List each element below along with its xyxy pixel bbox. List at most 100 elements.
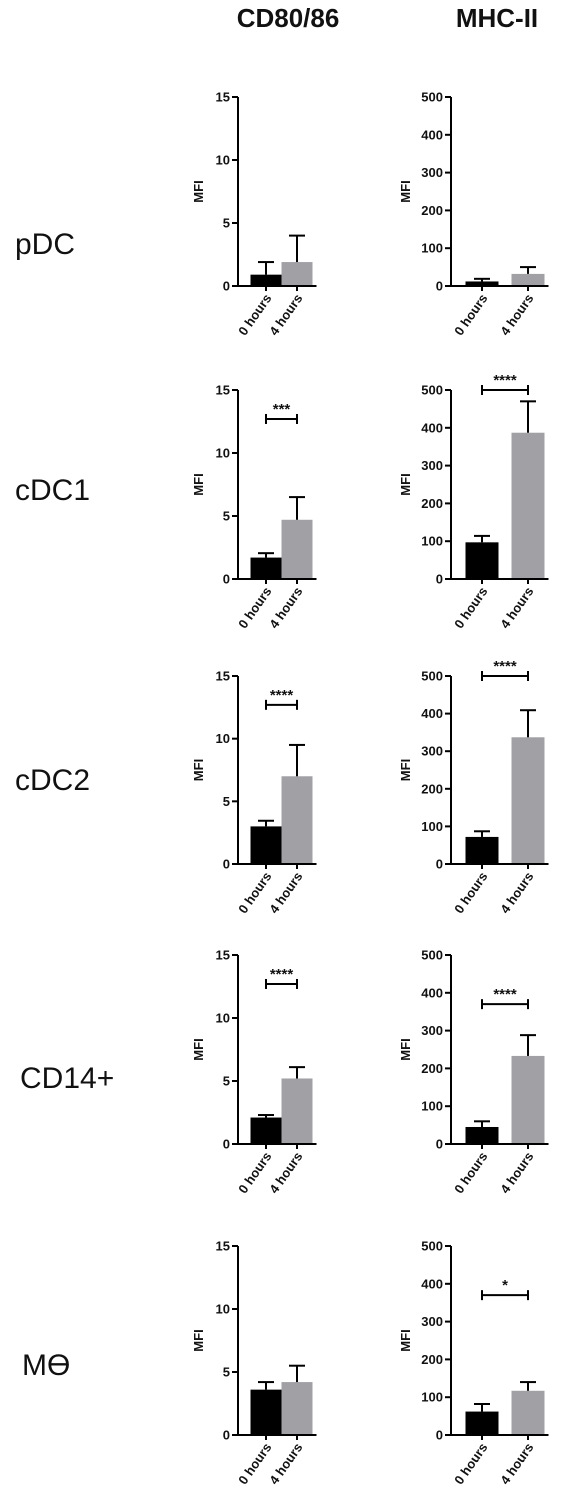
bar bbox=[511, 737, 545, 864]
bar bbox=[465, 281, 499, 286]
bar bbox=[281, 262, 313, 286]
significance-label: **** bbox=[270, 966, 294, 983]
y-tick-label: 15 bbox=[216, 669, 230, 684]
y-tick-label: 15 bbox=[216, 948, 230, 963]
y-tick-label: 0 bbox=[436, 1428, 443, 1443]
y-tick-label: 400 bbox=[421, 985, 443, 1000]
y-tick-label: 200 bbox=[421, 496, 443, 511]
y-tick-label: 200 bbox=[421, 203, 443, 218]
y-tick-label: 5 bbox=[223, 794, 230, 809]
y-tick-label: 100 bbox=[421, 1390, 443, 1405]
row-label-cdc1: cDC1 bbox=[15, 474, 90, 507]
y-tick-label: 300 bbox=[421, 1314, 443, 1329]
bar bbox=[250, 1389, 282, 1435]
bar bbox=[250, 557, 282, 579]
significance-label: **** bbox=[493, 372, 517, 389]
y-tick-label: 100 bbox=[421, 241, 443, 256]
bar bbox=[281, 1382, 313, 1435]
y-tick-label: 100 bbox=[421, 1099, 443, 1114]
chart-panel: 0 100 200 300 400 500 MFI 0 hours 4 hours * bbox=[398, 1239, 549, 1487]
y-axis-label: MFI bbox=[191, 180, 206, 202]
y-tick-label: 500 bbox=[421, 669, 443, 684]
y-tick-label: 400 bbox=[421, 706, 443, 721]
y-tick-label: 300 bbox=[421, 1023, 443, 1038]
significance-label: * bbox=[502, 1277, 508, 1294]
y-tick-label: 15 bbox=[216, 383, 230, 398]
bar bbox=[465, 1411, 499, 1435]
significance-label: *** bbox=[273, 401, 291, 418]
y-tick-label: 10 bbox=[216, 446, 230, 461]
row-label-cdc2: cDC2 bbox=[15, 764, 90, 797]
y-tick-label: 10 bbox=[216, 1011, 230, 1026]
y-tick-label: 0 bbox=[223, 279, 230, 294]
y-tick-label: 0 bbox=[436, 572, 443, 587]
significance-label: **** bbox=[493, 986, 517, 1003]
y-tick-label: 5 bbox=[223, 216, 230, 231]
x-tick-label: 4 hours bbox=[497, 869, 536, 916]
significance-label: **** bbox=[270, 687, 294, 704]
y-axis-label: MFI bbox=[398, 759, 413, 781]
y-tick-label: 300 bbox=[421, 458, 443, 473]
y-tick-label: 15 bbox=[216, 90, 230, 105]
y-tick-label: 5 bbox=[223, 1365, 230, 1380]
column-title-cd80-86: CD80/86 bbox=[237, 3, 340, 33]
x-tick-label: 4 hours bbox=[497, 291, 536, 338]
y-tick-label: 10 bbox=[216, 153, 230, 168]
bar bbox=[250, 274, 282, 286]
chart-panel: 0 100 200 300 400 500 MFI 0 hours 4 hours **** bbox=[398, 658, 549, 916]
y-tick-label: 0 bbox=[436, 857, 443, 872]
chart-panel: 0 100 200 300 400 500 MFI 0 hours 4 hours bbox=[398, 90, 549, 338]
y-axis-label: MFI bbox=[398, 1329, 413, 1351]
x-tick-label: 4 hours bbox=[497, 1440, 536, 1487]
y-tick-label: 0 bbox=[223, 572, 230, 587]
y-tick-label: 300 bbox=[421, 165, 443, 180]
x-tick-label: 0 hours bbox=[451, 291, 490, 338]
y-tick-label: 100 bbox=[421, 819, 443, 834]
significance-label: **** bbox=[493, 658, 517, 675]
y-tick-label: 200 bbox=[421, 781, 443, 796]
x-tick-label: 4 hours bbox=[497, 1149, 536, 1196]
bar bbox=[465, 1126, 499, 1144]
bar bbox=[465, 836, 499, 864]
y-tick-label: 200 bbox=[421, 1061, 443, 1076]
y-tick-label: 15 bbox=[216, 1239, 230, 1254]
row-label-pdc: pDC bbox=[15, 228, 75, 261]
y-axis-label: MFI bbox=[191, 473, 206, 495]
y-tick-label: 0 bbox=[436, 279, 443, 294]
y-tick-label: 0 bbox=[223, 857, 230, 872]
y-tick-label: 0 bbox=[223, 1137, 230, 1152]
bar bbox=[511, 1390, 545, 1435]
y-tick-label: 10 bbox=[216, 731, 230, 746]
y-tick-label: 10 bbox=[216, 1302, 230, 1317]
y-tick-label: 400 bbox=[421, 1276, 443, 1291]
x-tick-label: 0 hours bbox=[451, 584, 490, 631]
bar bbox=[511, 432, 545, 579]
x-tick-label: 0 hours bbox=[451, 869, 490, 916]
y-tick-label: 5 bbox=[223, 509, 230, 524]
y-tick-label: 300 bbox=[421, 744, 443, 759]
bar bbox=[281, 1078, 313, 1144]
y-tick-label: 500 bbox=[421, 948, 443, 963]
y-tick-label: 500 bbox=[421, 383, 443, 398]
x-tick-label: 0 hours bbox=[451, 1440, 490, 1487]
y-tick-label: 500 bbox=[421, 90, 443, 105]
y-tick-label: 5 bbox=[223, 1074, 230, 1089]
bar bbox=[465, 542, 499, 579]
column-title-mhc-ii: MHC-II bbox=[456, 3, 538, 33]
bar bbox=[511, 273, 545, 286]
chart-panel: 0 100 200 300 400 500 MFI 0 hours 4 hours **** bbox=[398, 948, 549, 1196]
y-tick-label: 100 bbox=[421, 534, 443, 549]
y-tick-label: 400 bbox=[421, 420, 443, 435]
bar bbox=[250, 1117, 282, 1144]
bar bbox=[281, 776, 313, 864]
x-tick-label: 0 hours bbox=[451, 1149, 490, 1196]
y-tick-label: 0 bbox=[223, 1428, 230, 1443]
bar bbox=[281, 519, 313, 579]
